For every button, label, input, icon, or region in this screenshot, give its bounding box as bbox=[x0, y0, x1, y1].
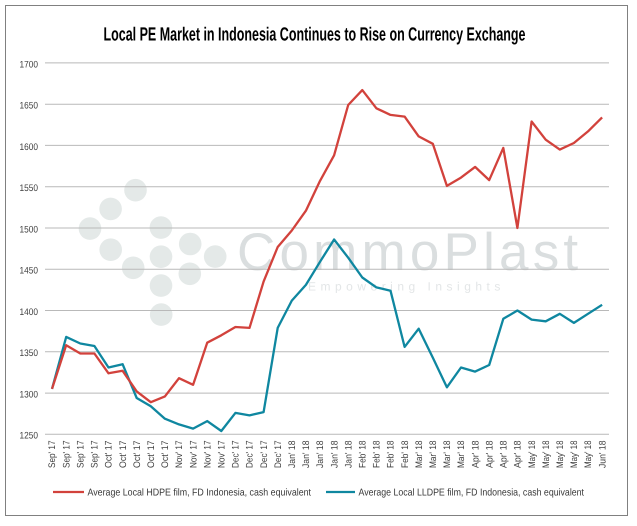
svg-text:Feb' 18: Feb' 18 bbox=[358, 441, 369, 469]
svg-text:Dec' 17: Dec' 17 bbox=[231, 441, 242, 469]
svg-text:CommoPlast: CommoPlast bbox=[237, 223, 582, 282]
svg-text:1350: 1350 bbox=[20, 348, 39, 359]
svg-text:1400: 1400 bbox=[20, 307, 39, 318]
svg-text:Nov' 17: Nov' 17 bbox=[202, 441, 213, 469]
svg-text:May' 18: May' 18 bbox=[583, 441, 594, 469]
svg-text:Jun' 18: Jun' 18 bbox=[597, 441, 608, 469]
svg-text:1600: 1600 bbox=[20, 142, 39, 153]
svg-text:Oct' 17: Oct' 17 bbox=[104, 441, 115, 469]
svg-text:1500: 1500 bbox=[20, 224, 39, 235]
svg-text:Mar' 18: Mar' 18 bbox=[442, 441, 453, 469]
svg-text:Oct' 17: Oct' 17 bbox=[118, 441, 129, 469]
svg-text:Oct' 17: Oct' 17 bbox=[132, 441, 143, 469]
svg-text:Apr' 18: Apr' 18 bbox=[484, 441, 495, 469]
svg-text:Average Local LLDPE film, FD I: Average Local LLDPE film, FD Indonesia, … bbox=[359, 488, 585, 499]
svg-text:Nov' 17: Nov' 17 bbox=[188, 441, 199, 469]
svg-text:Jan' 18: Jan' 18 bbox=[343, 441, 354, 469]
svg-text:Mar' 18: Mar' 18 bbox=[414, 441, 425, 469]
svg-text:1250: 1250 bbox=[20, 431, 39, 442]
svg-text:1700: 1700 bbox=[20, 59, 39, 70]
svg-text:Feb' 18: Feb' 18 bbox=[400, 441, 411, 469]
svg-text:Mar' 18: Mar' 18 bbox=[428, 441, 439, 469]
svg-text:Jan' 18: Jan' 18 bbox=[315, 441, 326, 469]
svg-text:Jan' 18: Jan' 18 bbox=[287, 441, 298, 469]
svg-text:May' 18: May' 18 bbox=[569, 441, 580, 469]
svg-text:Dec' 17: Dec' 17 bbox=[273, 441, 284, 469]
svg-text:Sep' 17: Sep' 17 bbox=[76, 441, 87, 469]
svg-text:Jan' 18: Jan' 18 bbox=[301, 441, 312, 469]
svg-text:Average Local HDPE film, FD In: Average Local HDPE film, FD Indonesia, c… bbox=[88, 488, 312, 499]
svg-text:Apr' 18: Apr' 18 bbox=[470, 441, 481, 469]
svg-text:Sep' 17: Sep' 17 bbox=[47, 441, 58, 469]
svg-text:1650: 1650 bbox=[20, 101, 39, 112]
svg-text:Empowering Insights: Empowering Insights bbox=[308, 279, 505, 293]
svg-text:Sep' 17: Sep' 17 bbox=[90, 441, 101, 469]
svg-text:Jan' 18: Jan' 18 bbox=[329, 441, 340, 469]
svg-text:Nov' 17: Nov' 17 bbox=[174, 441, 185, 469]
svg-text:Oct' 17: Oct' 17 bbox=[146, 441, 157, 469]
svg-text:1300: 1300 bbox=[20, 390, 39, 401]
svg-text:1550: 1550 bbox=[20, 183, 39, 194]
svg-text:Apr' 18: Apr' 18 bbox=[513, 441, 524, 469]
svg-text:Dec' 17: Dec' 17 bbox=[245, 441, 256, 469]
svg-text:Nov' 17: Nov' 17 bbox=[217, 441, 228, 469]
svg-text:1450: 1450 bbox=[20, 266, 39, 277]
svg-text:May' 18: May' 18 bbox=[555, 441, 566, 469]
svg-text:Sep' 17: Sep' 17 bbox=[61, 441, 72, 469]
svg-text:Mar' 18: Mar' 18 bbox=[456, 441, 467, 469]
svg-text:May' 18: May' 18 bbox=[541, 441, 552, 469]
svg-text:Feb' 18: Feb' 18 bbox=[386, 441, 397, 469]
svg-text:Local PE Market in Indonesia C: Local PE Market in Indonesia Continues t… bbox=[104, 25, 526, 46]
svg-text:May' 18: May' 18 bbox=[527, 441, 538, 469]
svg-text:Dec' 17: Dec' 17 bbox=[259, 441, 270, 469]
svg-text:Feb' 18: Feb' 18 bbox=[372, 441, 383, 469]
svg-text:Oct' 17: Oct' 17 bbox=[160, 441, 171, 469]
svg-text:Apr' 18: Apr' 18 bbox=[499, 441, 510, 469]
